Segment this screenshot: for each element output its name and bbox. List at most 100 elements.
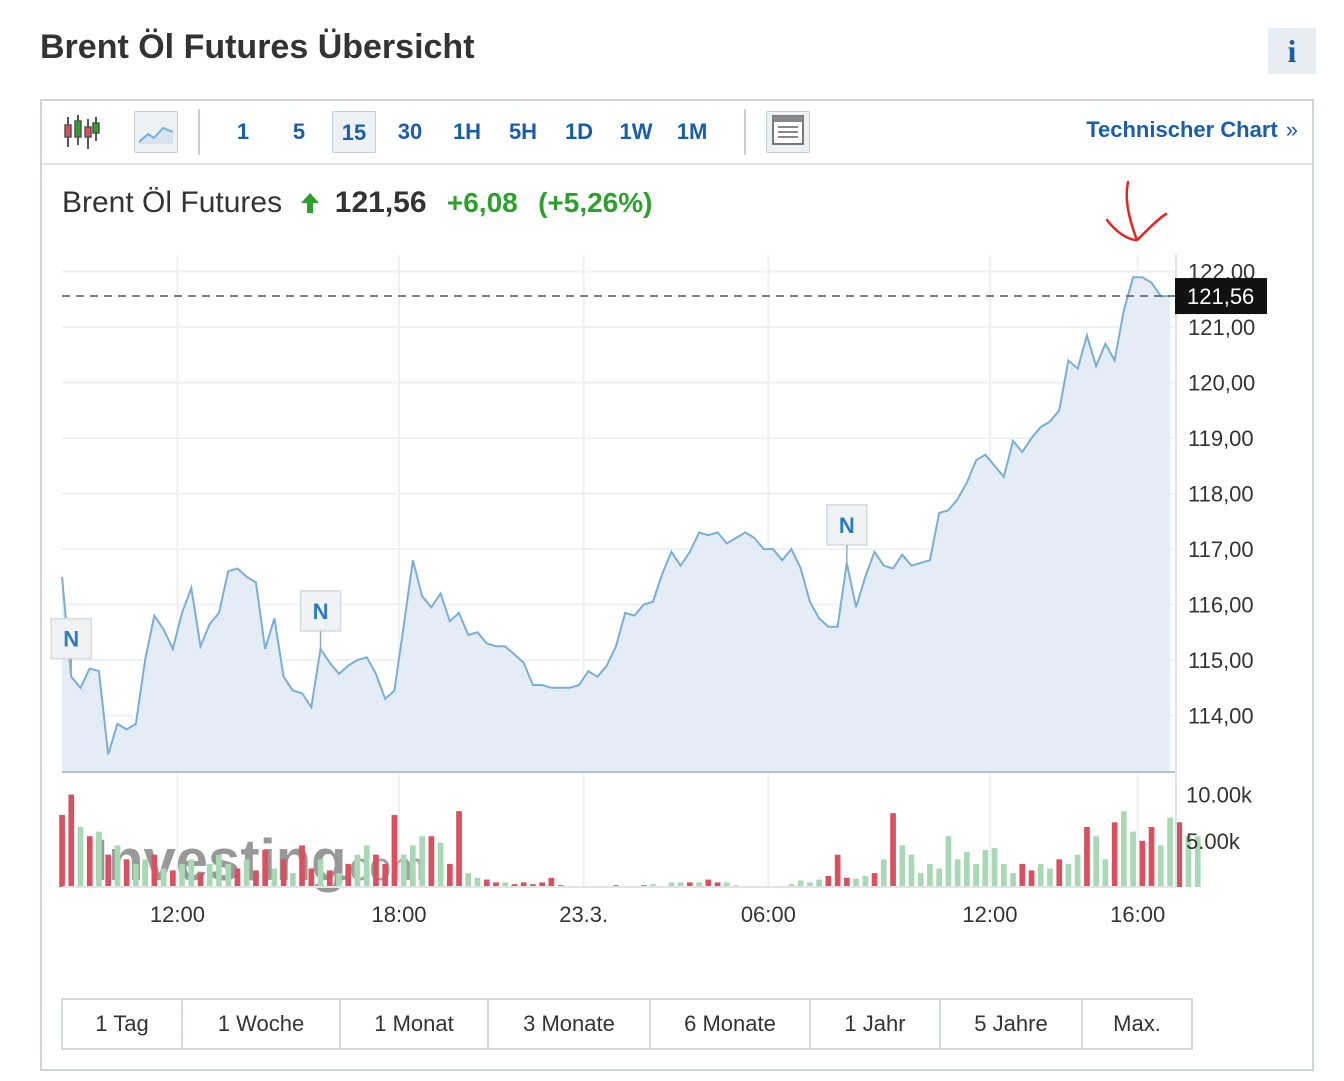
toolbar-separator (198, 109, 200, 155)
volume-bar (114, 845, 121, 887)
volume-bar (1102, 859, 1109, 887)
volume-bar (105, 854, 111, 887)
volume-bar (188, 859, 195, 887)
volume-bar (308, 868, 315, 887)
volume-bar (1056, 859, 1063, 887)
volume-bar (456, 811, 462, 887)
volume-bar (474, 877, 481, 887)
range-3-months-button[interactable]: 3 Monate (489, 1000, 651, 1048)
volume-bar (197, 873, 204, 887)
y-tick-label: 120,00 (1188, 371, 1255, 396)
price-series (61, 276, 1176, 771)
range-max-button[interactable]: Max. (1113, 1011, 1161, 1036)
interval-5h-button[interactable]: 5H (508, 119, 538, 144)
volume-bar (234, 868, 241, 887)
volume-tick-label: 5.00k (1186, 829, 1241, 854)
volume-bar (548, 877, 555, 887)
volume-bar (299, 845, 305, 887)
volume-bar (834, 854, 841, 887)
range-1-month-button[interactable]: 1 Monat (341, 1000, 489, 1048)
volume-bar (1047, 868, 1053, 887)
x-tick-label: 23.3. (559, 902, 608, 927)
info-button[interactable]: i (1268, 28, 1316, 74)
volume-bar (908, 854, 915, 887)
interval-1-button[interactable]: 1 (236, 119, 250, 144)
y-tick-label: 114,00 (1188, 704, 1254, 729)
range-5-years-button[interactable]: 5 Jahre (941, 1000, 1083, 1048)
volume-bar (705, 879, 712, 887)
volume-bar (326, 870, 333, 887)
volume-bar (262, 850, 268, 887)
last-price-badge-label: 121,56 (1187, 284, 1254, 309)
volume-bar (133, 863, 139, 887)
volume-bar (1028, 870, 1035, 887)
instrument-name: Brent Öl Futures (62, 186, 283, 219)
volume-bar (271, 868, 278, 887)
interval-5-button[interactable]: 5 (292, 119, 306, 144)
interval-1m-button[interactable]: 1M (676, 119, 708, 144)
volume-bar (1065, 863, 1072, 887)
volume-bar (1194, 836, 1201, 887)
interval-1d-button[interactable]: 1D (564, 119, 594, 144)
range-6-months-button[interactable]: 6 Monate (651, 1000, 811, 1048)
volume-bar (96, 831, 102, 887)
volume-bar (853, 878, 859, 887)
range-1-week-button[interactable]: 1 Woche (183, 1000, 341, 1048)
volume-bar (290, 873, 296, 887)
volume-bar (280, 859, 287, 887)
volume-bar (391, 814, 398, 887)
interval-30-button[interactable]: 30 (397, 119, 423, 144)
layout-toggle-button[interactable] (766, 111, 810, 153)
volume-bar (123, 859, 130, 887)
range-1-year-button[interactable]: 1 Jahr (811, 1000, 941, 1048)
volume-bar (899, 845, 906, 887)
volume-bar (336, 873, 342, 887)
volume-bar (936, 868, 942, 887)
volume-bar (354, 854, 361, 887)
volume-bar (160, 868, 167, 887)
volume-bar (650, 884, 656, 887)
volume-bar (400, 854, 407, 887)
news-marker: N (299, 590, 342, 649)
volume-bar (1176, 822, 1183, 887)
price-change: +6,08 (446, 187, 518, 218)
page-layout-icon (772, 115, 804, 145)
candlestick-chart-button[interactable] (60, 111, 102, 153)
volume-series (59, 794, 1201, 887)
volume-bar (511, 884, 518, 887)
volume-bar (927, 863, 933, 887)
range-selector: 1 Tag 1 Woche 1 Monat 3 Monate 6 Monate … (61, 998, 1193, 1050)
news-marker-label: N (839, 513, 855, 538)
volume-tick-label: 10.00k (1186, 783, 1253, 808)
volume-bar (1074, 854, 1081, 887)
price-change-percent: (+5,26%) (538, 187, 653, 218)
volume-bar (797, 880, 804, 887)
interval-15-button[interactable]: 15 (332, 111, 376, 153)
chart-widget: 1 5 15 30 1H 5H 1D 1W 1M Technischer Cha… (40, 99, 1314, 1071)
volume-bar (363, 845, 370, 887)
volume-bar (410, 845, 416, 887)
volume-bar (954, 859, 961, 887)
y-tick-label: 115,00 (1188, 648, 1254, 673)
range-1-day-button[interactable]: 1 Tag (63, 1000, 183, 1048)
y-tick-label: 119,00 (1188, 426, 1254, 451)
volume-bar (345, 863, 352, 887)
y-tick-label: 118,00 (1188, 482, 1254, 507)
x-tick-label: 06:00 (741, 902, 796, 927)
interval-1w-button[interactable]: 1W (619, 119, 653, 144)
y-tick-label: 121,00 (1188, 315, 1255, 340)
technical-chart-link[interactable]: Technischer Chart » (1086, 117, 1298, 143)
area-chart-button[interactable] (134, 111, 178, 153)
interval-1h-button[interactable]: 1H (452, 119, 482, 144)
volume-bar (77, 827, 84, 887)
red-arrow-annotation (1105, 180, 1168, 242)
volume-bar (1084, 827, 1090, 887)
volume-bar (437, 842, 444, 887)
volume-bar (1001, 863, 1007, 887)
news-marker: N (826, 504, 868, 563)
volume-bar (1010, 873, 1016, 887)
volume-bar (59, 814, 65, 887)
volume-bar (890, 813, 896, 887)
news-marker-label: N (313, 599, 329, 624)
